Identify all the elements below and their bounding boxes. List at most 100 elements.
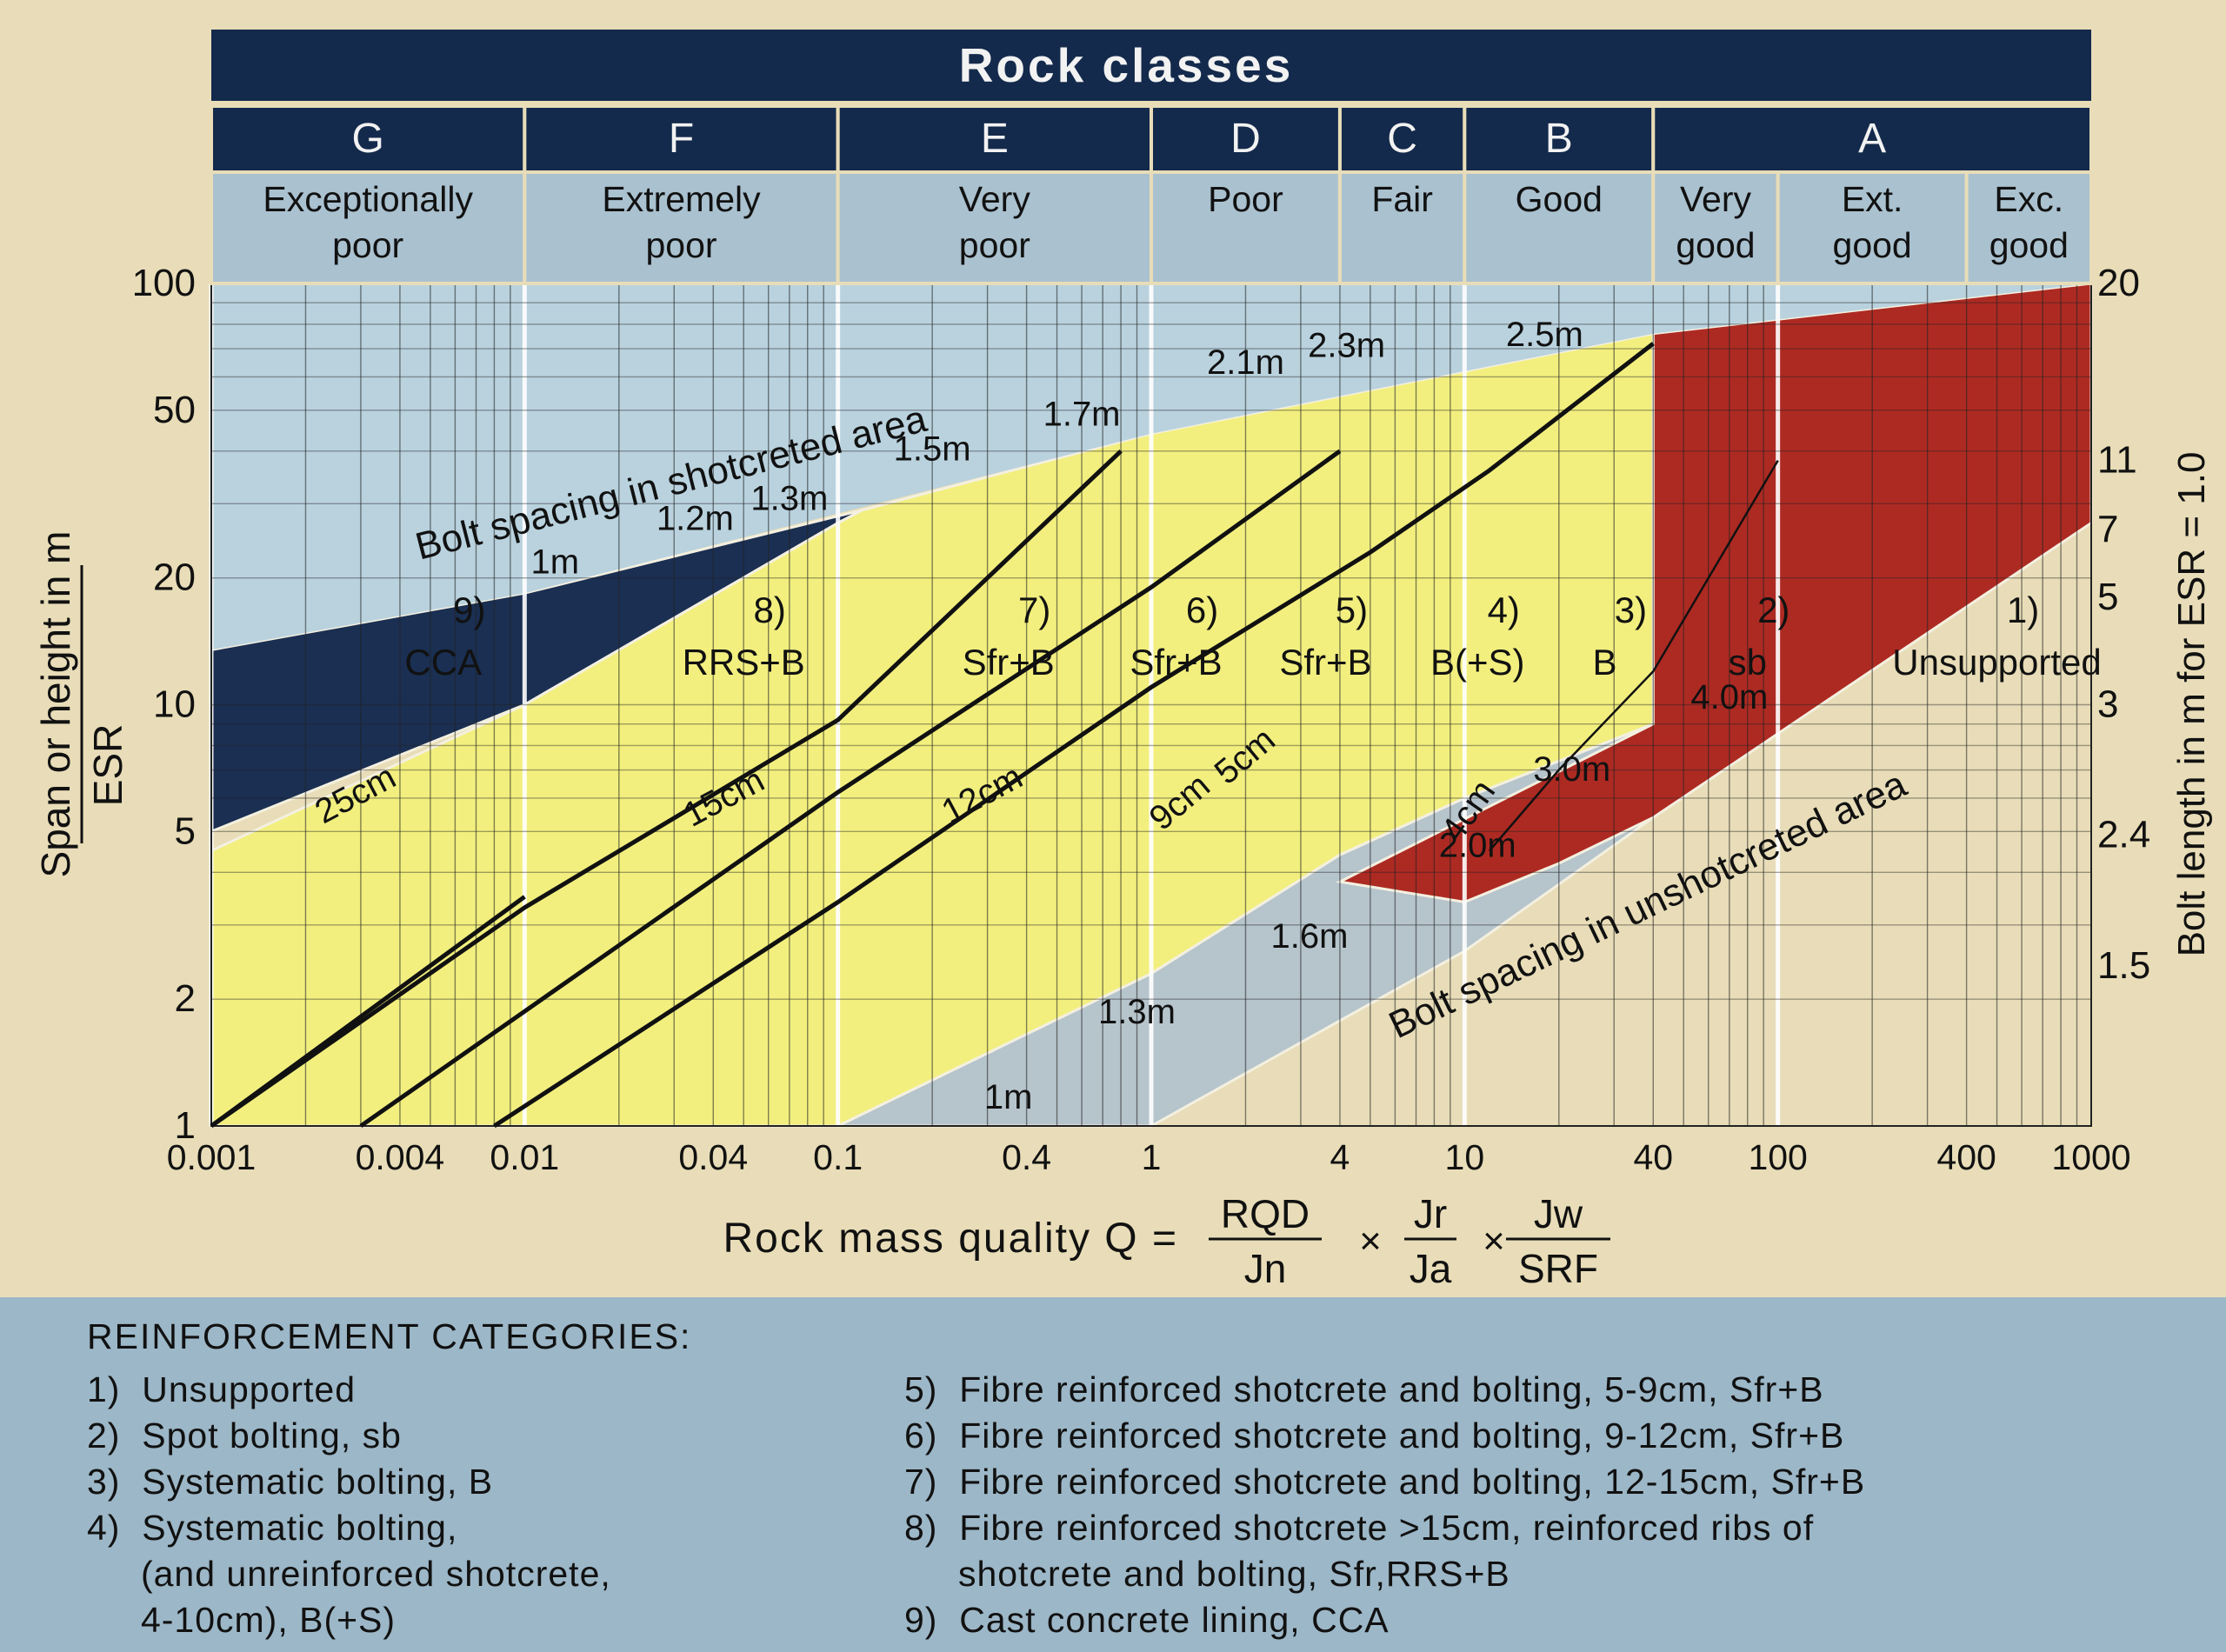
bolt-spacing-label: 2.0m [1439, 827, 1516, 865]
category-code: sb [1729, 642, 1767, 683]
category-number: 2) [1757, 590, 1789, 630]
subclass-name: Exc. [1994, 179, 2063, 219]
rock-class-columns: G Exceptionally poor F Extremely poor E Very poo… [210, 104, 2094, 285]
y2-tick-label: 7 [2097, 508, 2118, 550]
y-label-denominator: ESR [85, 724, 130, 807]
bolt-spacing-label: 1.2m [656, 499, 734, 537]
bolt-spacing-label: 1.3m [750, 479, 828, 517]
bolt-spacing-label: 3.0m [1533, 750, 1610, 789]
legend-right-column: 5) Fibre reinforced shotcrete and boltin… [904, 1367, 1865, 1643]
class-name: poor [959, 225, 1030, 265]
class-name: Fair [1371, 179, 1433, 219]
bolt-spacing-label: 1.6m [1271, 917, 1349, 956]
category-code: B(+S) [1430, 642, 1525, 683]
rock-classes-header: Rock classes [211, 30, 2091, 101]
category-number: 3) [1615, 590, 1647, 630]
category-code: Sfr+B [1130, 642, 1222, 683]
class-letter: C [1387, 116, 1417, 162]
subclass-cell [1651, 170, 1780, 285]
reinforcement-legend: REINFORCEMENT CATEGORIES: 1) Unsupported… [0, 1297, 2226, 1652]
class-name-cell [1463, 170, 1656, 285]
x-tick-label: 100 [1748, 1137, 1807, 1177]
subclass-name: Ext. [1842, 179, 1903, 219]
class-name-cell [836, 170, 1154, 285]
class-name: Poor [1208, 179, 1283, 219]
thickness-line-9cm [493, 342, 1655, 1129]
y-tick-label: 1 [175, 1104, 196, 1147]
bolt-spacing-label: 2.1m [1207, 343, 1284, 382]
subclass-name: good [1833, 225, 1912, 265]
category-code: Sfr+B [1279, 642, 1371, 683]
class-letter: B [1545, 116, 1573, 162]
formula-times: × [1359, 1220, 1382, 1262]
bolt-spacing-label: 2.3m [1308, 326, 1385, 364]
legend-item: 1) Unsupported [87, 1369, 357, 1409]
thickness-line-4cm [1488, 459, 1779, 852]
x-tick-label: 40 [1633, 1137, 1673, 1177]
legend-item: 7) Fibre reinforced shotcrete and boltin… [904, 1462, 1866, 1502]
class-name-cell [523, 170, 840, 285]
legend-item: 6) Fibre reinforced shotcrete and boltin… [904, 1416, 1845, 1455]
category-number: 4) [1488, 590, 1520, 630]
class-letter-cell [210, 104, 527, 174]
bolt-spacing-label: 4.0m [1690, 678, 1768, 716]
subclass-name: good [1676, 225, 1755, 265]
y-tick-label: 10 [153, 683, 196, 726]
formula-times: × [1483, 1220, 1505, 1262]
y2-tick-label: 3 [2097, 683, 2118, 726]
class-letter: E [981, 116, 1009, 162]
category-code: CCA [404, 642, 482, 683]
x-axis-formula: Rock mass quality Q = RQD Jn Jr Ja Jw SRF × × [723, 1191, 1610, 1291]
formula-numerator: Jr [1414, 1191, 1447, 1236]
x-tick-label: 0.4 [1002, 1137, 1051, 1177]
y2-tick-label: 1.5 [2097, 944, 2150, 987]
class-name: Exceptionally [263, 179, 473, 219]
x-tick-label: 1 [1142, 1137, 1162, 1177]
y-tick-label: 100 [132, 262, 196, 304]
class-name: Very [959, 179, 1031, 219]
category-number: 1) [2007, 590, 2039, 630]
formula-denominator: Ja [1410, 1246, 1452, 1291]
legend-item: 9) Cast concrete lining, CCA [904, 1600, 1390, 1640]
x-tick-label: 0.01 [490, 1137, 559, 1177]
axes: 0.001 0.004 0.01 0.04 0.1 0.4 1 4 10 40 100 400 1000… [33, 262, 2213, 1177]
category-code: RRS+B [683, 642, 805, 683]
bolt-spacing-label: 1m [984, 1078, 1033, 1116]
y2-tick-label: 2.4 [2097, 814, 2150, 856]
legend-item: 4) Systematic bolting, [87, 1508, 458, 1548]
y-tick-label: 50 [153, 389, 196, 431]
bolt-spacing-label: 1.7m [1043, 395, 1121, 433]
class-letter: G [351, 116, 383, 162]
class-name: Extremely [602, 179, 761, 219]
legend-item: shotcrete and bolting, Sfr,RRS+B [904, 1554, 1510, 1594]
legend-item: (and unreinforced shotcrete, [87, 1554, 611, 1594]
category-code: Unsupported [1892, 642, 2102, 683]
legend-item: 4-10cm), B(+S) [87, 1600, 397, 1640]
x-tick-label: 0.004 [356, 1137, 445, 1177]
class-letter: F [669, 116, 694, 162]
legend-left-column: 1) Unsupported 2) Spot bolting, sb 3) Syst… [87, 1367, 611, 1643]
bolt-spacing-label: 1.5m [894, 430, 971, 469]
title-band [211, 30, 2091, 101]
y2-tick-label: 11 [2097, 439, 2137, 482]
x-axis-label: Rock mass quality Q = [723, 1216, 1179, 1262]
thickness-lines [210, 342, 1779, 1129]
category-code: B [1592, 642, 1616, 683]
legend-item: 2) Spot bolting, sb [87, 1416, 402, 1455]
y-axis-label: Span or height in m ESR [33, 531, 130, 878]
class-letter: D [1230, 116, 1261, 162]
x-tick-label: 0.04 [678, 1137, 748, 1177]
x-tick-label: 0.1 [813, 1137, 863, 1177]
bolt-spacing-label: 1.3m [1098, 993, 1176, 1031]
class-name: poor [332, 225, 403, 265]
chart-title: Rock classes [959, 38, 1294, 92]
bolt-spacing-label: 2.5m [1506, 316, 1583, 354]
class-name: poor [645, 225, 716, 265]
category-number: 8) [754, 590, 786, 630]
category-number: 6) [1186, 590, 1218, 630]
rock-mass-chart: Rock classes G Exceptionally poor F Extremel… [33, 30, 2213, 1291]
class-name-cell [210, 170, 527, 285]
thickness-line-12cm [359, 449, 1342, 1129]
legend-item: 3) Systematic bolting, B [87, 1462, 494, 1502]
x-tick-label: 10 [1445, 1137, 1485, 1177]
